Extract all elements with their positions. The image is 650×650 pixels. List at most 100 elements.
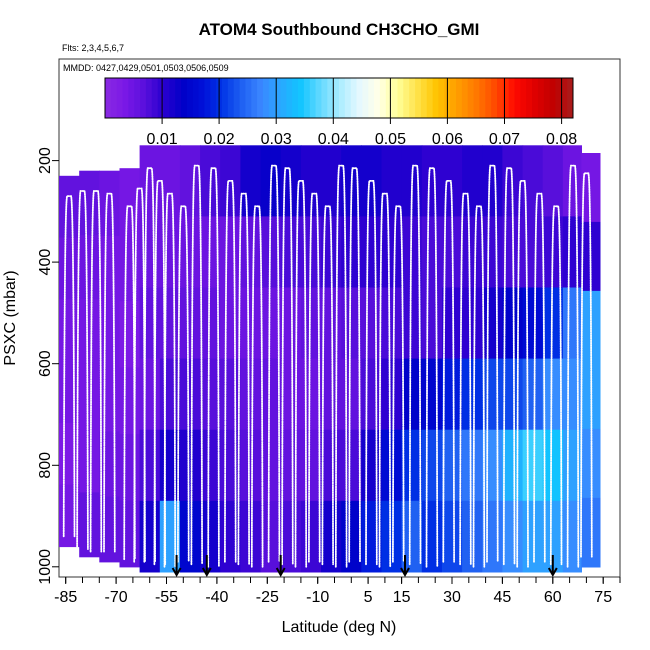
colorbar-segment xyxy=(303,78,311,118)
flight-profile-line xyxy=(549,205,563,566)
flight-profile-line xyxy=(580,172,593,558)
flight-profile-line xyxy=(348,167,361,563)
heatmap-cell xyxy=(421,358,443,431)
heatmap-cell xyxy=(79,170,100,236)
heatmap-cell xyxy=(341,216,362,289)
heatmap-cell xyxy=(381,500,403,573)
heatmap-cell xyxy=(542,145,564,217)
heatmap-cell xyxy=(401,429,423,502)
heatmap-cell xyxy=(482,500,504,573)
colorbar-segment xyxy=(514,78,521,118)
colorbar-segment xyxy=(356,78,363,118)
colorbar-border xyxy=(104,77,574,119)
heatmap-cell xyxy=(462,216,483,289)
heatmap-cell xyxy=(280,429,302,502)
y-axis-label: PSXC (mbar) xyxy=(2,270,19,365)
colorbar-segment xyxy=(227,78,235,118)
heatmap-cell xyxy=(240,358,262,431)
flight-profile-line xyxy=(76,190,89,550)
heatmap-cell xyxy=(542,358,564,431)
flight-profile-line xyxy=(472,205,486,568)
heatmap-cell xyxy=(562,216,582,289)
flight-profile-line xyxy=(308,192,321,563)
colorbar-segment xyxy=(543,78,551,118)
heatmap-cell xyxy=(381,429,403,502)
colorbar-segment xyxy=(327,78,334,118)
heatmap-cell xyxy=(361,358,383,431)
heatmap-cell xyxy=(522,429,544,502)
x-tick-label: 75 xyxy=(594,589,612,606)
x-tick-label: 60 xyxy=(544,589,562,606)
heatmap-cell xyxy=(442,145,463,217)
flight-profile-line xyxy=(143,167,156,563)
x-tick-label: 30 xyxy=(443,589,461,606)
flight-profile-line xyxy=(190,164,203,566)
heatmap-cell xyxy=(562,145,582,217)
colorbar-segment xyxy=(286,78,293,118)
colorbar-segment xyxy=(467,78,475,118)
flight-profile-line xyxy=(425,167,439,568)
colorbar-segment xyxy=(497,78,504,118)
flight-profile-line xyxy=(321,205,334,566)
arrow-marker-head xyxy=(275,567,286,578)
colorbar-segment xyxy=(245,78,252,118)
colorbar-segment xyxy=(461,78,469,118)
heatmap-cell xyxy=(159,145,181,217)
heatmap-cell xyxy=(179,216,201,289)
heatmap-cell xyxy=(240,429,262,502)
colorbar-tick-label: 0.08 xyxy=(546,131,577,148)
flight-profile-line xyxy=(442,180,455,563)
flights-label: Flts: 2,3,4,5,6,7 xyxy=(62,43,124,53)
colorbar-tick-label: 0.02 xyxy=(204,131,235,148)
heatmap-cell xyxy=(482,429,504,502)
heatmap-cell xyxy=(361,216,383,289)
colorbar-segment xyxy=(368,78,375,118)
arrow-marker-head xyxy=(547,567,558,578)
heatmap-cell xyxy=(502,429,524,502)
colorbar-segment xyxy=(479,78,486,118)
heatmap-cell xyxy=(581,153,601,223)
heatmap-cell xyxy=(502,500,524,573)
heatmap-cell xyxy=(421,500,443,573)
x-axis: -85 -70 -55 -40 -25 -10 5 15 30 45 60 75 xyxy=(54,577,621,606)
flight-profile-line xyxy=(502,167,516,566)
heatmap-cell xyxy=(442,500,463,573)
flight-profile-line xyxy=(533,192,546,563)
y-tick-label: 800 xyxy=(37,452,54,479)
heatmap-cell xyxy=(220,216,241,289)
colorbar-segment xyxy=(450,78,457,118)
y-tick-label: 1000 xyxy=(37,549,54,585)
colorbar-segment xyxy=(262,78,270,118)
heatmap-cell xyxy=(59,299,80,362)
colorbar-tick-label: 0.07 xyxy=(489,131,520,148)
colorbar-segment xyxy=(526,78,533,118)
heatmap-cell xyxy=(260,429,282,502)
heatmap-cell xyxy=(341,500,362,573)
x-tick-label: -70 xyxy=(105,589,128,606)
colorbar-segment xyxy=(508,78,515,118)
heatmap-cell xyxy=(159,287,181,360)
heatmap-cell xyxy=(179,358,201,431)
colorbar-segment xyxy=(309,78,317,118)
colorbar: 0.01 0.02 0.03 0.04 0.05 0.06 0.07 0.08 xyxy=(104,77,577,148)
y-axis: 200 400 600 800 1000 xyxy=(37,147,59,585)
x-tick-label: -10 xyxy=(306,589,329,606)
heatmap-cell xyxy=(99,170,121,237)
heatmap-cell xyxy=(522,145,544,217)
flight-profile-line xyxy=(408,164,422,566)
flight-profile-line xyxy=(459,192,472,566)
colorbar-segment xyxy=(239,78,246,118)
flight-profile-line xyxy=(153,180,167,566)
colorbar-segment xyxy=(502,78,510,118)
colorbar-tick-label: 0.04 xyxy=(318,131,349,148)
heatmap-cell xyxy=(119,301,141,369)
heatmap-cell xyxy=(462,287,483,360)
heatmap-cell xyxy=(260,500,282,573)
heatmap-cell xyxy=(200,216,221,289)
flight-profile-line xyxy=(486,164,499,563)
colorbar-segment xyxy=(438,78,445,118)
flight-profile-line xyxy=(123,205,136,561)
colorbar-segment xyxy=(549,78,556,118)
flight-profile-line xyxy=(365,180,378,566)
heatmap-cell xyxy=(401,216,423,289)
